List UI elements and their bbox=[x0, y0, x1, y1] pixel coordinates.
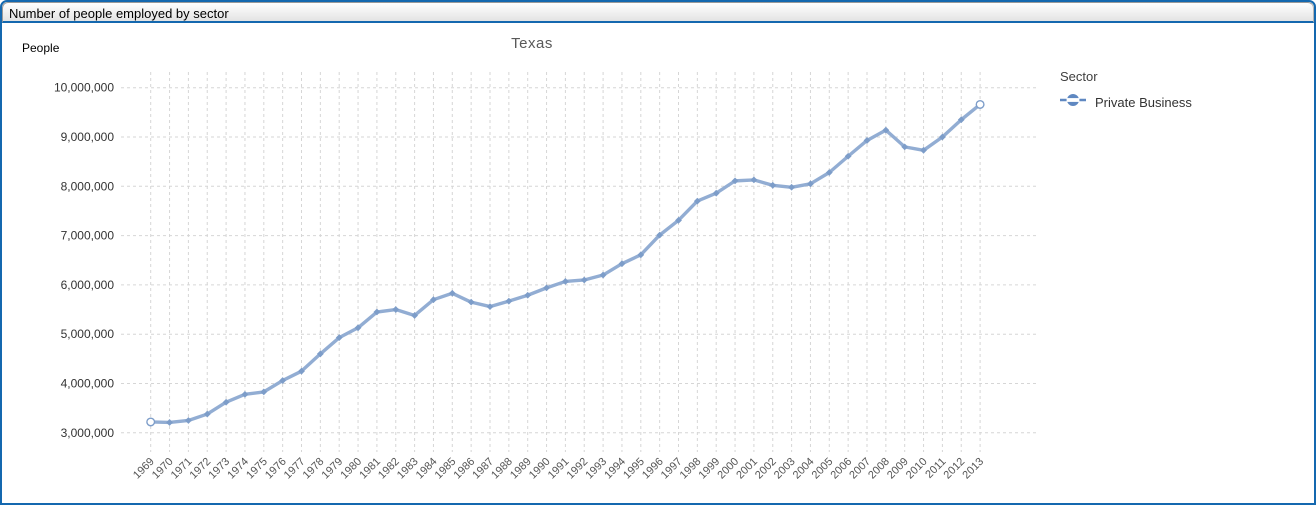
line-chart-plot: 3,000,000 4,000,000 5,000,000 6,000,000 7,00… bbox=[54, 72, 1036, 482]
svg-text:10,000,000: 10,000,000 bbox=[54, 81, 114, 95]
svg-text:4,000,000: 4,000,000 bbox=[61, 377, 115, 391]
legend-item-label: Private Business bbox=[1095, 95, 1192, 110]
chart-area: 3,000,000 4,000,000 5,000,000 6,000,000 7,00… bbox=[2, 23, 1314, 499]
svg-text:6,000,000: 6,000,000 bbox=[61, 278, 115, 292]
svg-text:8,000,000: 8,000,000 bbox=[61, 179, 115, 193]
chart-title: Texas bbox=[511, 35, 553, 52]
legend-item-private-business[interactable]: Private Business bbox=[1060, 93, 1300, 112]
series-marker-icon bbox=[1060, 93, 1086, 112]
svg-text:2013: 2013 bbox=[960, 456, 986, 482]
panel-title: Number of people employed by sector bbox=[9, 6, 229, 21]
svg-text:3,000,000: 3,000,000 bbox=[61, 426, 115, 440]
svg-text:5,000,000: 5,000,000 bbox=[61, 327, 115, 341]
legend: Sector Private Business bbox=[1060, 69, 1300, 112]
svg-text:7,000,000: 7,000,000 bbox=[61, 229, 115, 243]
svg-text:9,000,000: 9,000,000 bbox=[61, 130, 115, 144]
legend-title: Sector bbox=[1060, 69, 1098, 84]
y-axis-title: People bbox=[22, 41, 60, 55]
panel-title-bar: Number of people employed by sector bbox=[2, 2, 1314, 23]
